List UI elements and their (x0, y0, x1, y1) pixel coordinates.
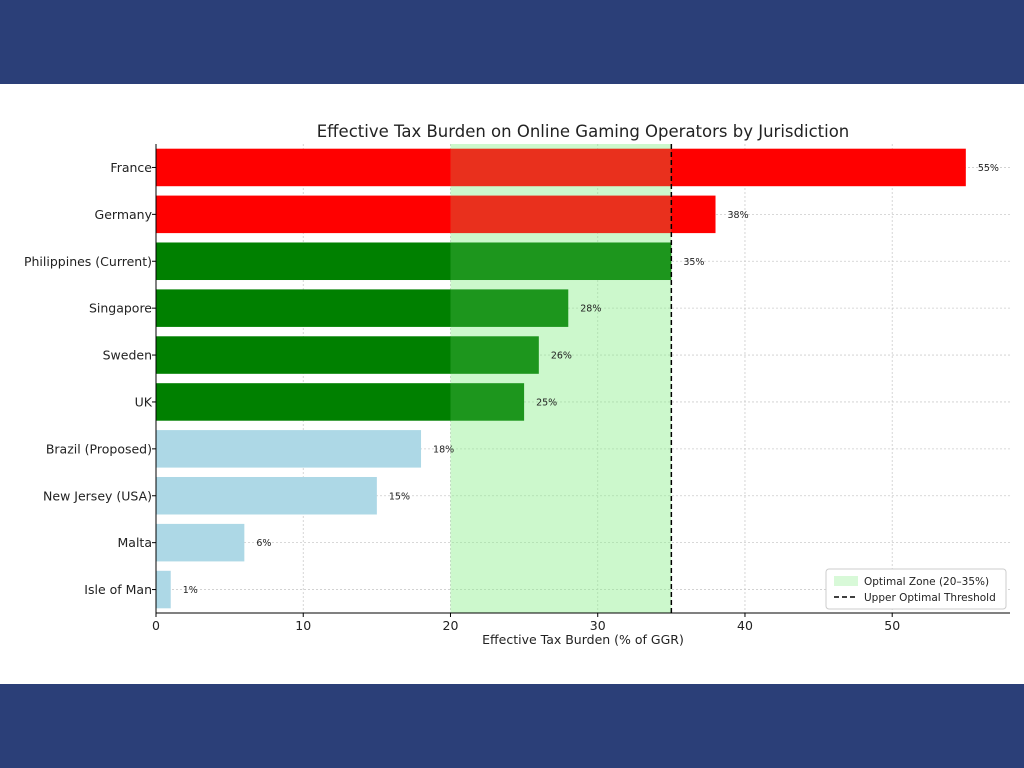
legend-zone-swatch (834, 576, 858, 586)
bar (156, 430, 422, 468)
top-banner (0, 0, 1024, 84)
data-label: 26% (551, 351, 572, 362)
x-axis-label: Effective Tax Burden (% of GGR) (482, 632, 684, 647)
bar (156, 289, 569, 327)
legend-box (825, 568, 1007, 610)
bar (156, 570, 171, 609)
data-label: 28% (580, 304, 601, 315)
x-tick-label: 10 (295, 618, 311, 633)
category-label: New Jersey (USA) (43, 488, 152, 503)
legend-threshold-label: Upper Optimal Threshold (864, 592, 996, 604)
x-tick-label: 20 (443, 618, 459, 633)
category-label: Sweden (103, 348, 152, 363)
category-label: Philippines (Current) (24, 254, 152, 269)
data-label: 38% (728, 210, 749, 221)
x-tick-label: 40 (737, 618, 753, 633)
legend: Optimal Zone (20–35%) Upper Optimal Thre… (825, 568, 1007, 610)
data-label: 18% (433, 444, 454, 455)
category-label: Germany (95, 207, 153, 222)
legend-zone-label: Optimal Zone (20–35%) (864, 576, 989, 588)
data-label: 55% (978, 163, 999, 174)
optimal-zone-overlay (450, 144, 672, 613)
bar (156, 148, 966, 187)
x-tick-label: 30 (590, 618, 606, 633)
category-label: Malta (118, 535, 152, 550)
x-tick-label: 50 (884, 618, 900, 633)
category-label: Brazil (Proposed) (46, 441, 152, 456)
bar (156, 195, 716, 234)
category-label: UK (135, 394, 153, 409)
data-label: 25% (536, 397, 557, 408)
bar (156, 336, 539, 374)
bottom-banner (0, 684, 1024, 768)
category-label: Singapore (89, 301, 152, 316)
bar (156, 242, 672, 281)
x-tick-label: 0 (152, 618, 160, 633)
category-label: France (110, 160, 152, 175)
data-label: 15% (389, 491, 410, 502)
bar (156, 476, 377, 515)
category-label: Isle of Man (84, 582, 152, 597)
data-label: 6% (256, 538, 271, 549)
bar (156, 523, 245, 562)
data-label: 35% (683, 257, 704, 268)
bar (156, 383, 525, 421)
data-label: 1% (183, 585, 198, 596)
chart-title: Effective Tax Burden on Online Gaming Op… (317, 122, 850, 141)
tax-burden-chart: Effective Tax Burden on Online Gaming Op… (24, 122, 1010, 647)
